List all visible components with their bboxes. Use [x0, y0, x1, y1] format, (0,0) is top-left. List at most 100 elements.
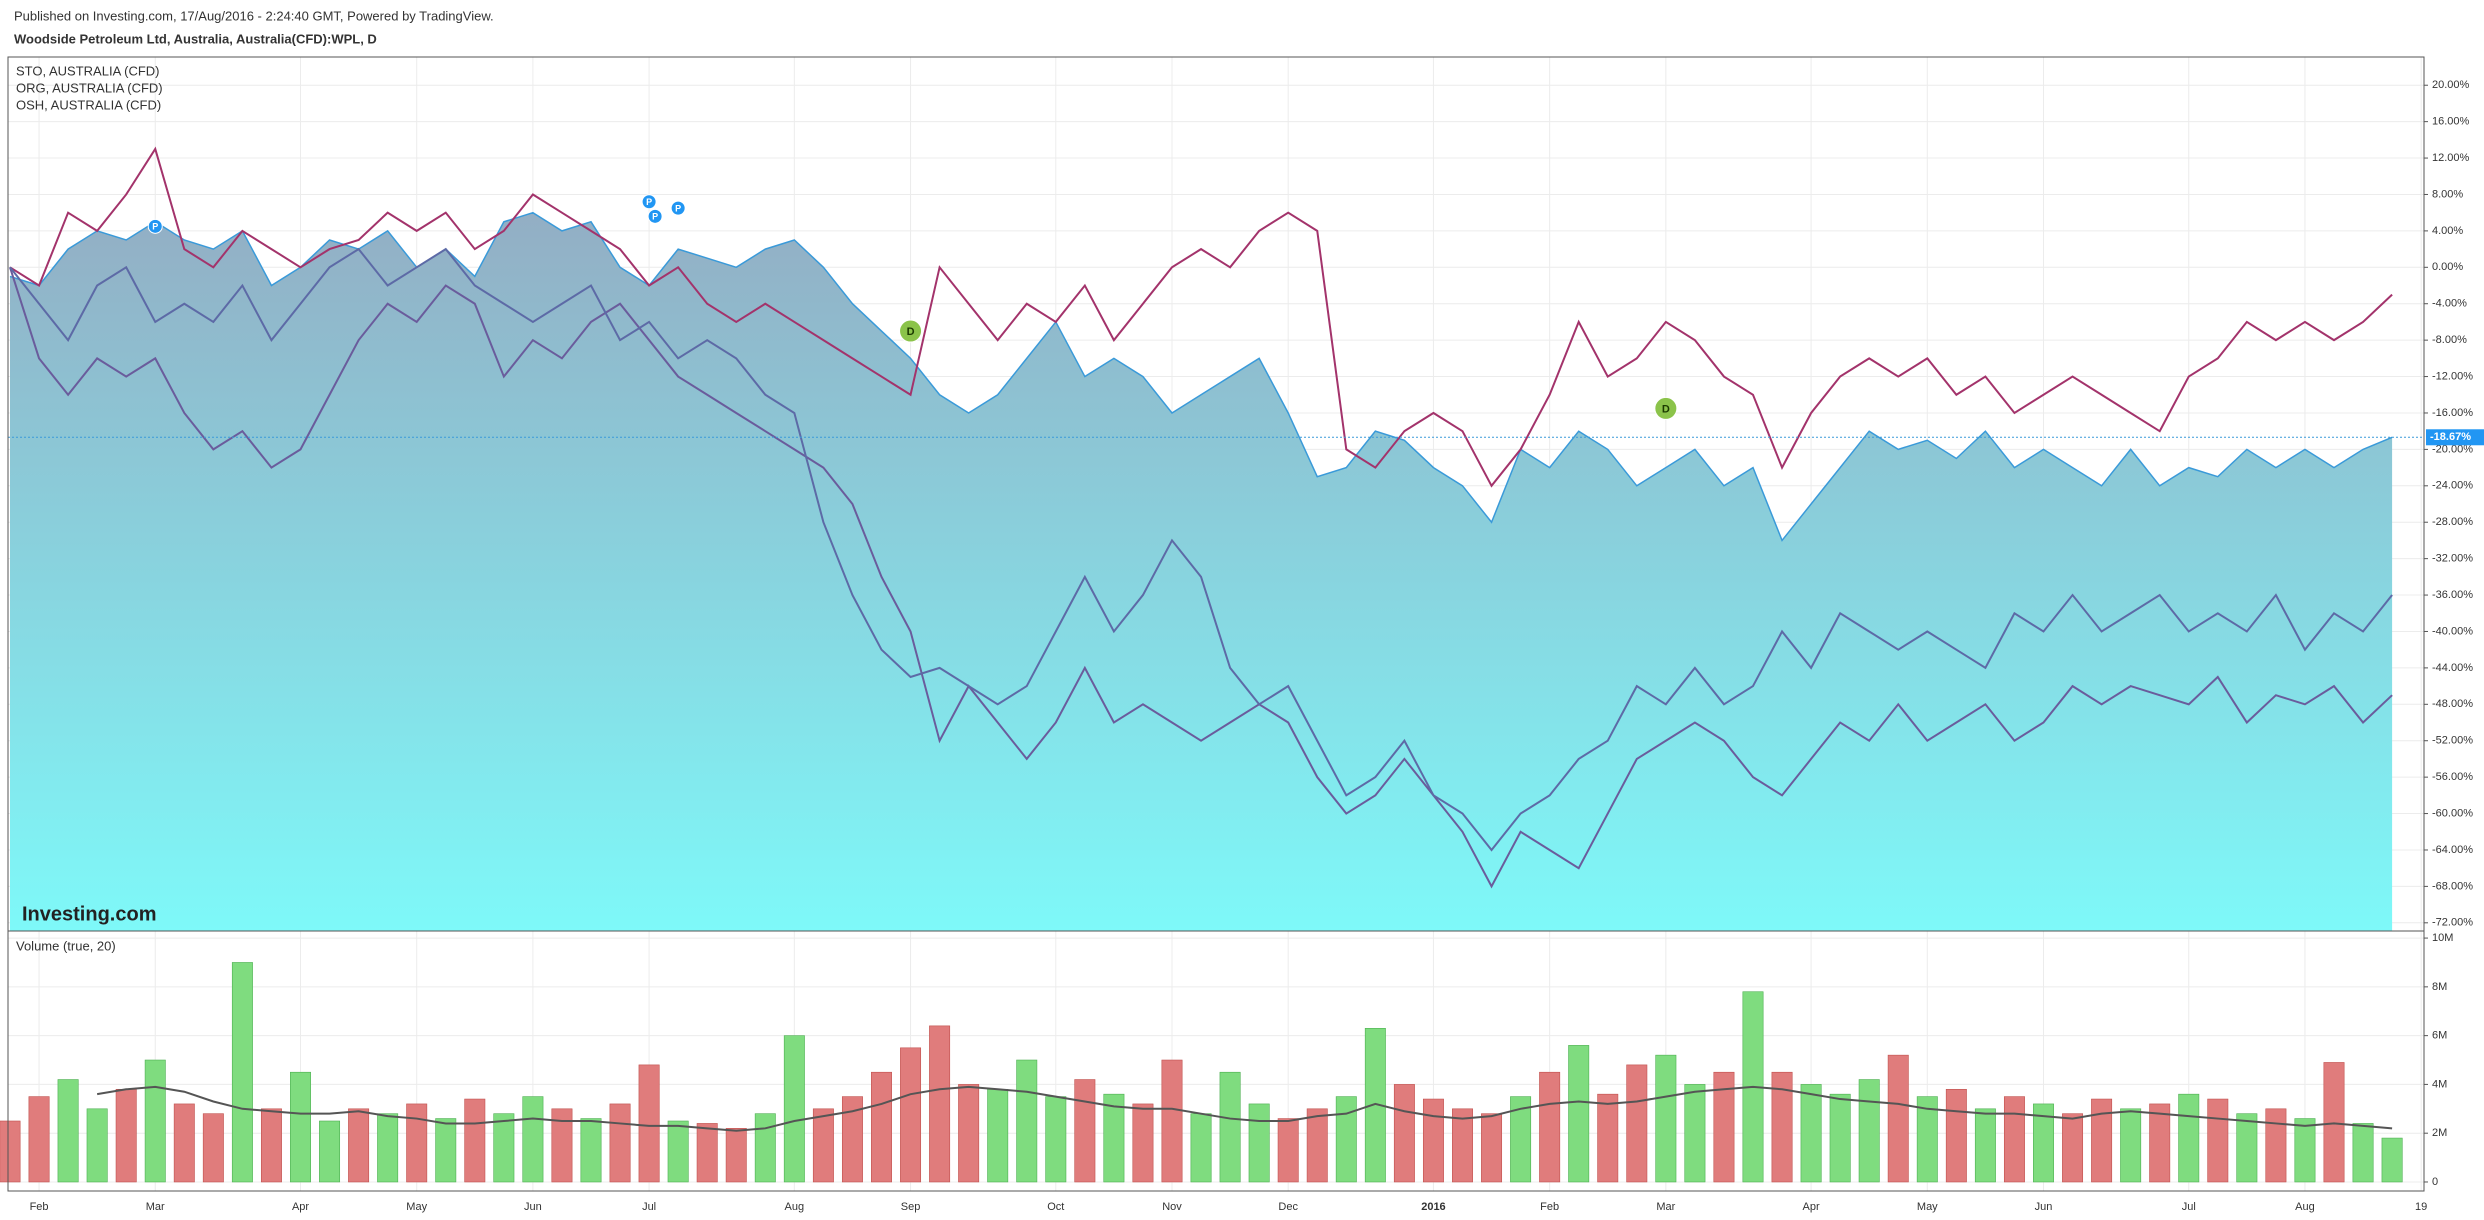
y-tick-label: 20.00% — [2432, 79, 2470, 91]
volume-bar — [1829, 1093, 1851, 1183]
y-tick-label: 4M — [2432, 1078, 2447, 1090]
volume-bar — [1974, 1108, 1996, 1183]
event-label: P — [152, 222, 158, 232]
y-tick-label: 0.00% — [2432, 261, 2463, 273]
volume-bar — [522, 1096, 544, 1183]
volume-bar — [1539, 1071, 1561, 1183]
volume-bar — [1422, 1098, 1444, 1183]
volume-bar — [1800, 1084, 1822, 1183]
x-tick-label: Dec — [1278, 1201, 1298, 1213]
event-marker — [641, 194, 657, 210]
x-tick-label: Mar — [146, 1201, 165, 1213]
volume-bar — [348, 1108, 370, 1183]
volume-bar — [1277, 1118, 1299, 1183]
x-tick-label: Nov — [1162, 1201, 1182, 1213]
comparison-line — [9, 247, 2393, 852]
volume-bar — [2352, 1123, 2374, 1183]
volume-bar — [551, 1108, 573, 1183]
x-tick-label: Sep — [901, 1201, 921, 1213]
event-label: P — [675, 204, 681, 214]
volume-bar — [1713, 1071, 1735, 1183]
event-marker — [147, 218, 163, 234]
volume-bar — [1103, 1093, 1125, 1183]
comparison-line — [9, 267, 2393, 889]
volume-bar — [725, 1128, 747, 1183]
volume-bar — [580, 1118, 602, 1183]
volume-bar — [1335, 1096, 1357, 1183]
y-tick-label: 16.00% — [2432, 116, 2470, 128]
event-marker — [670, 200, 686, 216]
y-tick-label: 8M — [2432, 981, 2447, 993]
volume-title: Volume (true, 20) — [16, 938, 116, 953]
y-tick-label: -32.00% — [2432, 553, 2473, 565]
volume-bar — [1945, 1088, 1967, 1183]
area — [10, 212, 2393, 931]
volume-bar — [1655, 1054, 1677, 1183]
volume-bar — [1364, 1028, 1386, 1183]
legend-entry: ORG, AUSTRALIA (CFD) — [16, 80, 163, 95]
volume-bar — [1190, 1113, 1212, 1183]
volume-bar — [493, 1113, 515, 1183]
volume-bar — [1858, 1079, 1880, 1183]
event-label: P — [652, 212, 658, 222]
volume-bar — [1248, 1103, 1270, 1183]
volume-bar — [115, 1088, 137, 1183]
volume-bar — [1597, 1093, 1619, 1183]
x-tick-label: Apr — [292, 1201, 309, 1213]
volume-bar — [783, 1035, 805, 1183]
y-tick-label: -16.00% — [2432, 407, 2473, 419]
last-value-label: -18.67% — [2430, 431, 2471, 443]
x-tick-label: Aug — [2295, 1201, 2315, 1213]
legend-entry: OSH, AUSTRALIA (CFD) — [16, 97, 161, 112]
area-line — [9, 211, 2393, 542]
volume-bar — [1074, 1079, 1096, 1183]
volume-bar — [812, 1108, 834, 1183]
y-tick-label: 0 — [2432, 1176, 2438, 1188]
volume-bar — [2207, 1098, 2229, 1183]
volume-bar — [1132, 1103, 1154, 1183]
volume-bar — [958, 1084, 980, 1183]
volume-bar — [319, 1120, 341, 1183]
x-tick-label: Apr — [1803, 1201, 1820, 1213]
volume-bar — [987, 1088, 1009, 1183]
volume-bar — [2265, 1108, 2287, 1183]
x-tick-label: Feb — [30, 1201, 49, 1213]
y-tick-label: 12.00% — [2432, 152, 2470, 164]
x-tick-label: 19 — [2415, 1201, 2427, 1213]
volume-bar — [1626, 1064, 1648, 1183]
comparison-line — [9, 146, 2393, 488]
volume-bar — [1510, 1096, 1532, 1183]
volume-bar — [1161, 1059, 1183, 1183]
watermark: Investing.com — [22, 903, 156, 925]
y-tick-label: -72.00% — [2432, 917, 2473, 929]
x-tick-label: Jul — [2182, 1201, 2196, 1213]
volume-bar — [28, 1096, 50, 1183]
y-tick-label: -44.00% — [2432, 662, 2473, 674]
volume-bar — [2062, 1113, 2084, 1183]
y-tick-label: 2M — [2432, 1127, 2447, 1139]
volume-bar — [86, 1108, 108, 1183]
x-tick-label: May — [406, 1201, 427, 1213]
y-tick-label: 10M — [2432, 932, 2453, 944]
volume-bar — [464, 1098, 486, 1183]
volume-bar — [1568, 1045, 1590, 1183]
volume-ma-line — [96, 1085, 2393, 1132]
volume-bar — [406, 1103, 428, 1183]
volume-bar — [2178, 1093, 2200, 1183]
volume-bar — [0, 1120, 21, 1183]
x-tick-label: Feb — [1540, 1201, 1559, 1213]
volume-bar — [1016, 1059, 1038, 1183]
x-tick-label: Jun — [524, 1201, 542, 1213]
y-tick-label: 8.00% — [2432, 188, 2463, 200]
volume-bar — [57, 1079, 79, 1183]
volume-bar — [290, 1071, 311, 1183]
event-label: P — [646, 197, 652, 207]
volume-bar — [144, 1059, 166, 1183]
y-tick-label: -36.00% — [2432, 589, 2473, 601]
volume-bar — [609, 1103, 631, 1183]
volume-bar — [2003, 1096, 2025, 1183]
volume-bar — [1771, 1071, 1793, 1183]
y-tick-label: -60.00% — [2432, 807, 2473, 819]
y-tick-label: 6M — [2432, 1030, 2447, 1042]
